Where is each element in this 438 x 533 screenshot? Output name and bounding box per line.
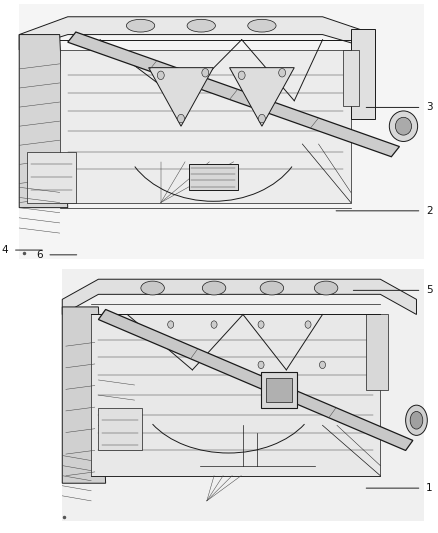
Polygon shape — [230, 68, 294, 126]
Ellipse shape — [248, 19, 276, 32]
Ellipse shape — [260, 281, 284, 295]
Polygon shape — [351, 29, 375, 118]
Polygon shape — [19, 17, 375, 50]
Circle shape — [258, 361, 264, 368]
Bar — [189, 164, 238, 190]
Polygon shape — [91, 314, 380, 475]
Polygon shape — [62, 279, 417, 314]
Ellipse shape — [410, 411, 423, 429]
Text: 2: 2 — [426, 206, 432, 216]
Polygon shape — [99, 408, 142, 450]
Circle shape — [157, 71, 164, 79]
Polygon shape — [68, 32, 399, 157]
Polygon shape — [60, 50, 351, 203]
Ellipse shape — [202, 281, 226, 295]
Polygon shape — [62, 307, 106, 483]
Polygon shape — [19, 35, 68, 208]
Ellipse shape — [127, 19, 155, 32]
Ellipse shape — [406, 405, 427, 435]
Polygon shape — [148, 68, 213, 126]
Text: 6: 6 — [36, 250, 43, 260]
Ellipse shape — [314, 281, 338, 295]
Text: 1: 1 — [426, 483, 432, 493]
Circle shape — [305, 321, 311, 328]
Ellipse shape — [141, 281, 164, 295]
Bar — [261, 373, 297, 408]
Circle shape — [177, 114, 184, 123]
Ellipse shape — [389, 111, 418, 141]
Ellipse shape — [187, 19, 215, 32]
Circle shape — [258, 114, 265, 123]
Polygon shape — [343, 50, 359, 106]
Ellipse shape — [396, 117, 412, 135]
Polygon shape — [19, 4, 424, 259]
Circle shape — [211, 321, 217, 328]
Circle shape — [202, 69, 209, 77]
Circle shape — [258, 321, 264, 328]
Text: 4: 4 — [2, 245, 8, 255]
Circle shape — [319, 361, 325, 368]
Bar — [266, 378, 292, 402]
Polygon shape — [62, 269, 424, 521]
Polygon shape — [99, 310, 413, 450]
Text: 3: 3 — [426, 102, 432, 112]
Circle shape — [238, 71, 245, 79]
Circle shape — [168, 321, 174, 328]
Text: 5: 5 — [426, 285, 432, 295]
Polygon shape — [366, 314, 388, 390]
Polygon shape — [27, 152, 76, 203]
Circle shape — [279, 69, 286, 77]
